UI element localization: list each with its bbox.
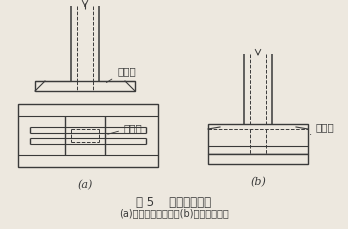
- Bar: [208, 124, 308, 154]
- Bar: [18, 105, 158, 167]
- Text: (a)增设加劲肋加固；(b)浇混凝土加固: (a)增设加劲肋加固；(b)浇混凝土加固: [119, 207, 229, 217]
- Text: (b): (b): [250, 176, 266, 186]
- Text: 加劲肋: 加劲肋: [108, 123, 143, 135]
- Bar: [220, 128, 296, 136]
- Text: 加劲肋: 加劲肋: [106, 66, 136, 83]
- Text: 图 5    柱脚底板加固: 图 5 柱脚底板加固: [136, 195, 212, 208]
- Text: (a): (a): [77, 179, 93, 189]
- Bar: [35, 82, 135, 92]
- Text: 混凝土: 混凝土: [310, 121, 335, 135]
- Bar: [208, 154, 308, 164]
